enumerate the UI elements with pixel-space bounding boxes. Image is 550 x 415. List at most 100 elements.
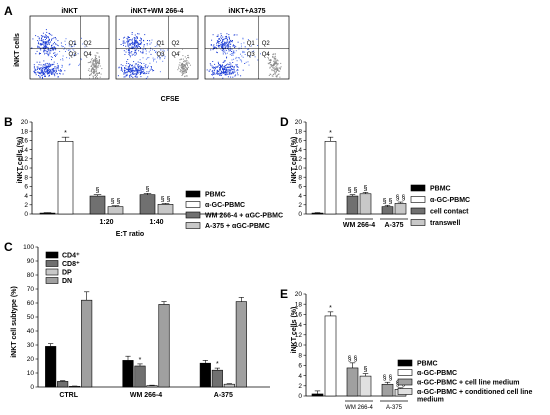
flow-event-dot [146, 66, 148, 68]
flow-event-dot [274, 63, 275, 64]
flow-event-dot [231, 71, 233, 73]
flow-event-dot [242, 69, 244, 71]
y-tick-label: 100 [23, 244, 34, 251]
flow-event-dot [230, 43, 232, 45]
flow-event-dot [181, 75, 183, 76]
flow-event-dot [242, 38, 244, 40]
flow-event-dot [93, 64, 95, 66]
flow-event-dot [223, 48, 224, 50]
flow-event-dot [41, 40, 42, 42]
flow-event-dot [51, 71, 53, 73]
flow-event-dot [98, 60, 100, 62]
flow-event-dot [183, 66, 185, 68]
flow-event-dot [123, 73, 125, 75]
flow-event-dot [33, 72, 35, 74]
flow-event-dot [46, 40, 48, 42]
flow-event-dot [43, 45, 45, 47]
flow-event-dot [39, 73, 41, 75]
y-tick-label: 20 [295, 119, 303, 126]
flow-event-dot [149, 43, 151, 45]
flow-event-dot [57, 40, 59, 42]
flow-event-dot [38, 41, 39, 43]
flow-event-dot [123, 37, 125, 39]
flow-event-dot [45, 53, 47, 54]
flow-event-dot [52, 43, 54, 45]
flow-event-dot [145, 53, 147, 55]
y-tick-label: 18 [295, 301, 303, 308]
flow-event-dot [228, 41, 230, 43]
flow-event-dot [135, 39, 137, 41]
flow-event-dot [139, 62, 141, 63]
flow-event-dot [45, 65, 47, 67]
flow-event-dot [187, 66, 189, 68]
y-tick-label: 10 [21, 165, 29, 172]
flow-event-dot [97, 52, 99, 54]
flow-event-dot [45, 67, 47, 69]
flow-event-dot [162, 60, 164, 62]
flow-event-dot [120, 64, 122, 66]
flow-event-dot [134, 76, 136, 78]
flow-event-dot [237, 74, 239, 76]
flow-event-dot [48, 42, 50, 44]
flow-event-dot [48, 64, 50, 66]
flow-event-dot [141, 51, 143, 53]
y-tick-label: 2 [298, 202, 302, 209]
bar [394, 203, 407, 215]
flow-event-dot [142, 48, 144, 50]
flow-event-dot [222, 47, 224, 49]
flow-event-dot [140, 69, 141, 71]
flow-event-dot [227, 76, 229, 78]
flow-event-dot [208, 70, 210, 72]
flow-event-dot [40, 43, 42, 45]
flow-event-dot [222, 36, 224, 38]
flow-event-dot [184, 56, 186, 58]
legend-label: α-GC-PBMC + conditioned cell line [417, 389, 532, 396]
flow-event-dot [136, 37, 138, 39]
flow-event-dot [275, 68, 276, 70]
flow-event-dot [184, 60, 186, 62]
flow-event-dot [276, 59, 278, 61]
flow-event-dot [126, 62, 128, 64]
flow-event-dot [220, 65, 221, 67]
flow-event-dot [139, 40, 141, 41]
flow-event-dot [228, 66, 230, 68]
flow-event-dot [221, 64, 223, 66]
flow-event-dot [33, 67, 35, 69]
flow-event-dot [185, 75, 187, 77]
flow-event-dot [157, 56, 159, 57]
flow-event-dot [229, 71, 231, 73]
y-tick-label: 14 [295, 322, 303, 329]
flow-event-dot [143, 73, 145, 75]
flow-event-dot [274, 53, 276, 55]
flow-event-dot [48, 48, 50, 50]
flow-event-dot [141, 66, 142, 68]
flow-event-dot [223, 71, 225, 73]
flow-event-dot [51, 69, 53, 71]
flow-event-dot [43, 60, 45, 62]
significance-mark: * [329, 130, 332, 137]
flow-event-dot [223, 70, 225, 72]
significance-mark: § [96, 188, 100, 195]
flow-event-dot [232, 40, 233, 41]
flow-event-dot [51, 64, 53, 66]
bar [158, 304, 170, 388]
flow-event-dot [95, 77, 97, 79]
flow-event-dot [37, 68, 38, 70]
flow-event-dot [148, 71, 150, 73]
flow-event-dot [52, 72, 54, 74]
flow-event-dot [155, 50, 157, 52]
flow-event-dot [129, 76, 131, 78]
flow-event-dot [43, 35, 45, 37]
flow-event-dot [38, 53, 40, 55]
flow-event-dot [134, 40, 136, 42]
flow-event-dot [38, 75, 40, 76]
flow-event-dot [59, 72, 61, 74]
flow-event-dot [218, 64, 220, 65]
flow-event-dot [224, 44, 226, 46]
flow-event-dot [134, 71, 136, 72]
legend-swatch [397, 369, 413, 376]
y-tick-label: 16 [295, 138, 303, 145]
flow-event-dot [218, 39, 220, 40]
flow-event-dot [233, 69, 235, 71]
flow-event-dot [217, 42, 219, 44]
